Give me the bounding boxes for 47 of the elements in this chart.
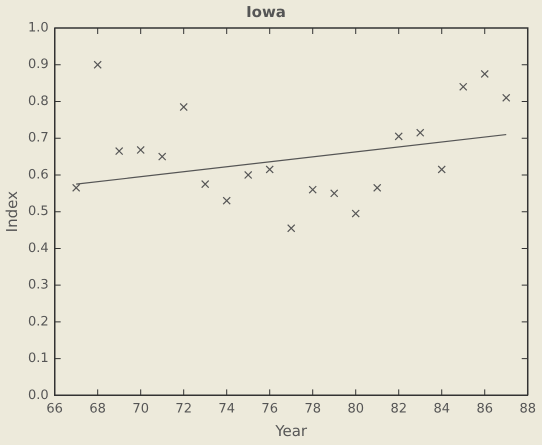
y-tick-label: 0.9 [28, 57, 49, 72]
point [394, 132, 403, 141]
x-tick-label: 80 [347, 402, 364, 417]
y-tick-label: 0.4 [28, 240, 49, 256]
point [480, 70, 489, 78]
x-tick-label: 72 [175, 402, 192, 417]
y-tick-label: 0.2 [28, 314, 49, 330]
x-axis-title: Year [274, 422, 308, 440]
x-tick-label: 84 [433, 402, 450, 417]
chart-title: Iowa [246, 2, 286, 21]
point [373, 184, 382, 192]
point [222, 196, 231, 205]
x-tick-label: 88 [519, 402, 536, 417]
y-tick-label: 0.0 [28, 388, 49, 403]
y-tick-label: 0.1 [28, 351, 49, 366]
point [244, 170, 252, 180]
y-tick-label: 0.5 [28, 204, 49, 220]
point [352, 209, 360, 218]
y-axis-title: Index [2, 190, 21, 232]
x-tick-label: 68 [89, 402, 106, 417]
point [438, 165, 446, 174]
y-tick-label: 0.6 [28, 167, 49, 182]
point [416, 128, 424, 137]
point [158, 152, 166, 161]
y-tick-label: 1.0 [28, 20, 49, 36]
x-tick-label: 74 [218, 402, 235, 417]
point [287, 224, 296, 232]
x-tick-label: 78 [304, 402, 321, 417]
y-tick-label: 0.8 [28, 94, 49, 109]
y-tick-label: 0.7 [28, 130, 49, 146]
x-tick-label: 70 [132, 402, 149, 417]
point [201, 180, 210, 188]
point [330, 189, 338, 198]
point [180, 102, 188, 112]
point [72, 184, 80, 192]
point [308, 186, 317, 194]
x-tick-label: 86 [476, 402, 493, 417]
point [115, 146, 124, 156]
x-tick-label: 82 [390, 402, 407, 417]
point [136, 146, 145, 154]
x-tick-label: 66 [46, 402, 63, 417]
y-tick-label: 0.3 [28, 278, 49, 293]
point [502, 94, 510, 102]
point [94, 60, 102, 69]
point [266, 165, 274, 174]
x-tick-label: 76 [261, 402, 278, 417]
point [459, 82, 468, 91]
